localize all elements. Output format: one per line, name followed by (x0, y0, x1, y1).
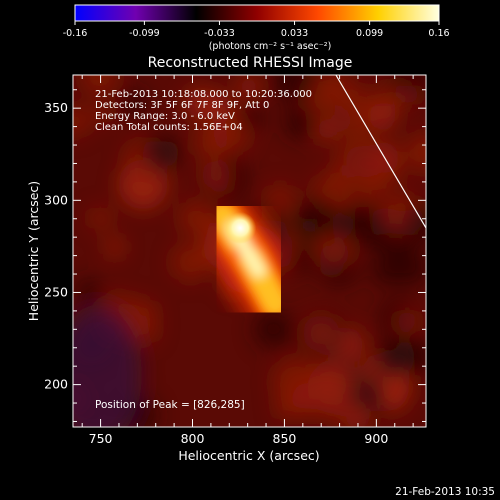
y-tick-label: 250 (44, 284, 68, 299)
y-tick-label: 300 (44, 192, 68, 207)
colorbar-tick-labels: -0.16 -0.099 -0.033 0.033 0.099 0.16 (63, 28, 450, 39)
background-blob (404, 203, 426, 244)
background-blob (295, 196, 339, 240)
background-blob (171, 243, 210, 281)
colorbar-tick-label: -0.033 (204, 28, 235, 39)
colorbar-tick-label: 0.099 (356, 28, 383, 39)
colorbar (74, 4, 440, 22)
heatmap-image (73, 75, 426, 427)
background-blob (399, 84, 421, 106)
background-blob (306, 371, 353, 418)
y-tick-label: 350 (44, 100, 68, 115)
colorbar-tick-label: 0.033 (281, 28, 308, 39)
background-blob (265, 184, 295, 213)
image-annotations: 21-Feb-2013 10:18:08.000 to 10:20:36.000… (95, 89, 312, 133)
peak-position-label: Position of Peak = [826,285] (95, 399, 245, 411)
x-tick-label: 850 (273, 431, 297, 446)
background-blob (105, 238, 124, 257)
annotation-line: Clean Total counts: 1.56E+04 (95, 122, 243, 133)
background-blob (375, 349, 405, 379)
y-axis-tick-labels: 200 250 300 350 (44, 100, 68, 391)
background-blob (395, 309, 420, 334)
background-blob (131, 299, 158, 326)
solar-limb-line (335, 75, 426, 229)
chart-title: Reconstructed RHESSI Image (148, 55, 353, 71)
annotation-line: Detectors: 3F 5F 6F 7F 8F 9F, Att 0 (95, 100, 269, 111)
colorbar-ticks (74, 21, 440, 25)
background-blob (184, 88, 214, 118)
x-tick-label: 800 (181, 431, 205, 446)
colorbar-units: (photons cm⁻² s⁻¹ asec⁻²) (209, 41, 332, 52)
negative-region (73, 305, 142, 427)
colorbar-tick-label: -0.16 (63, 28, 88, 39)
background-blob (73, 106, 89, 137)
background-blob (346, 406, 370, 427)
background-blob (119, 89, 147, 116)
plot-frame (72, 74, 427, 428)
background-blob (340, 201, 387, 248)
background-blob (316, 118, 339, 141)
x-axis-ticks (81, 75, 414, 427)
background-blob (142, 134, 181, 173)
y-axis-ticks (73, 89, 426, 422)
background-blob (391, 249, 426, 287)
y-tick-label: 200 (44, 377, 68, 392)
peak-spot (224, 211, 257, 244)
background-blob (90, 102, 112, 124)
background-blob (80, 75, 119, 95)
background-blob (283, 105, 318, 140)
x-axis-tick-labels: 750 800 850 900 (89, 431, 389, 446)
background-blob (238, 75, 260, 98)
colorbar-tick-label: 0.16 (428, 28, 449, 39)
annotation-line: 21-Feb-2013 10:18:08.000 to 10:20:36.000 (95, 89, 312, 100)
background-blob (302, 314, 340, 352)
background-blob (240, 105, 265, 131)
footer-date: 21-Feb-2013 10:35 (395, 486, 495, 498)
x-axis-label: Heliocentric X (arcsec) (178, 448, 319, 463)
x-tick-label: 900 (364, 431, 388, 446)
background-blob (194, 122, 231, 160)
background-blob (272, 75, 317, 103)
background-blob (76, 278, 102, 304)
flare-source (186, 180, 311, 339)
x-tick-label: 750 (89, 431, 113, 446)
colorbar-tick-label: -0.099 (129, 28, 160, 39)
background-blob (88, 206, 112, 230)
background-blob (336, 135, 384, 183)
annotation-line: Energy Range: 3.0 - 6.0 keV (95, 111, 235, 122)
y-axis-label: Heliocentric Y (arcsec) (26, 181, 41, 321)
background-blob (274, 395, 299, 420)
background-blob (405, 133, 426, 172)
